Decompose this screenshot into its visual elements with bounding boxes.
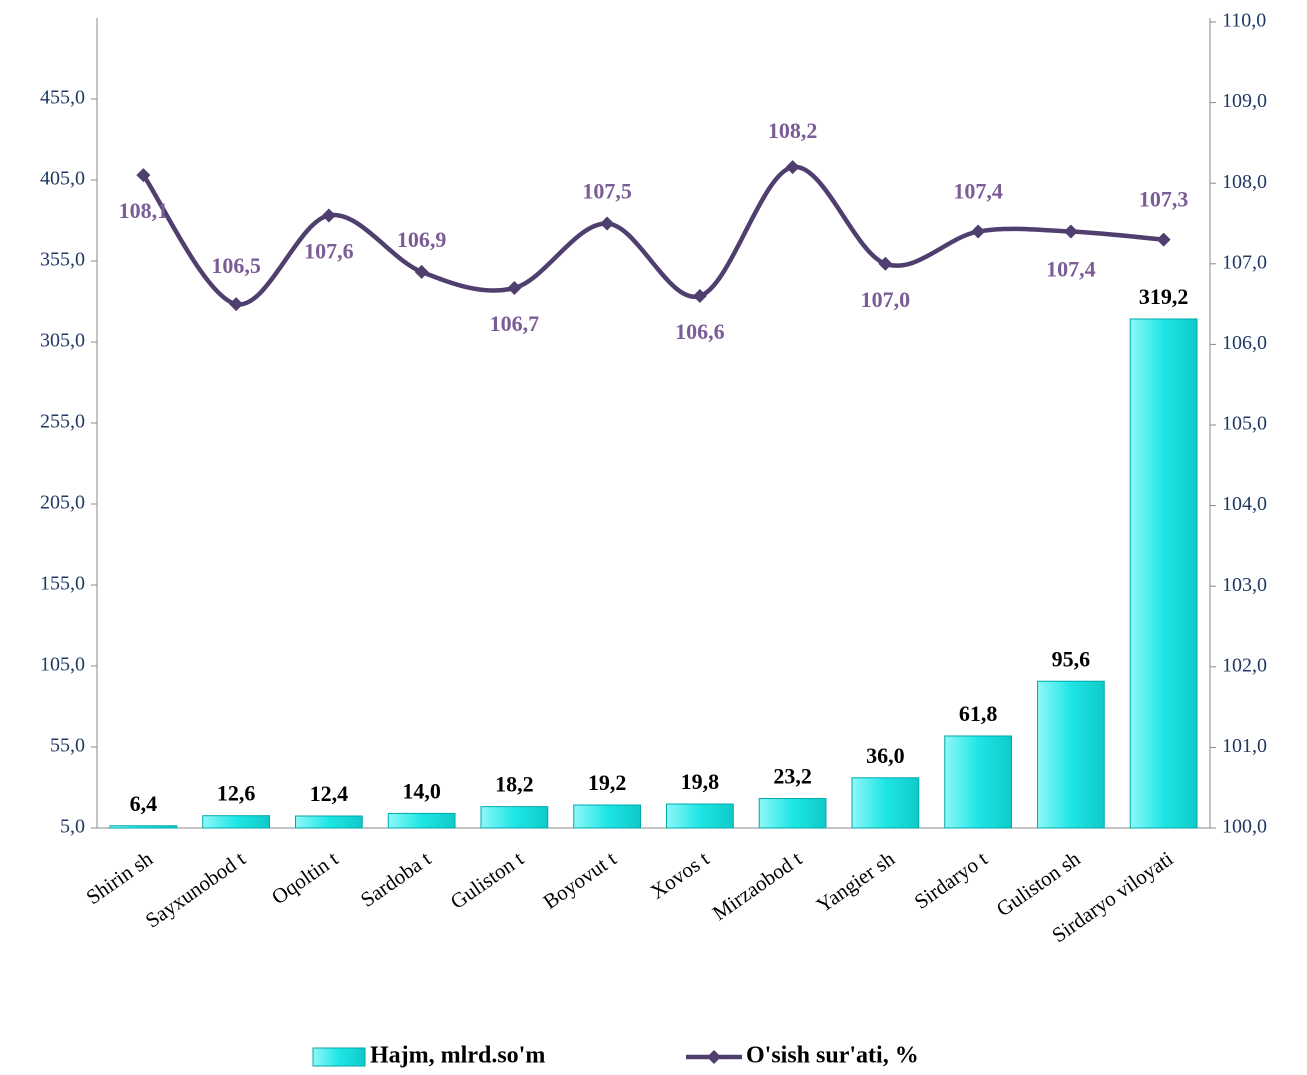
x-tick-label: Sayxunobod t: [141, 846, 250, 932]
bar: [758, 798, 827, 829]
line-marker: [1156, 232, 1171, 247]
bar-value-label: 12,6: [217, 781, 256, 806]
line-value-label: 108,1: [119, 198, 169, 223]
bar: [665, 803, 734, 829]
bar: [573, 804, 642, 829]
bar-value-label: 19,8: [681, 769, 720, 794]
line-marker: [507, 280, 522, 295]
line-marker: [136, 168, 151, 183]
x-tick-label: Xovos t: [646, 846, 714, 904]
bar: [480, 806, 549, 829]
bar-value-label: 18,2: [495, 772, 534, 797]
x-tick-label: Yangier sh: [812, 846, 899, 917]
x-tick-label: Boyovut t: [539, 846, 621, 914]
line-value-label: 106,9: [397, 227, 447, 252]
y-tick-label: 205,0: [40, 492, 85, 514]
line-value-label: 107,5: [582, 179, 632, 204]
bar-value-label: 36,0: [866, 743, 905, 768]
y2-tick-label: 104,0: [1222, 493, 1267, 515]
y-tick-label: 5,0: [60, 816, 85, 838]
bar-value-label: 14,0: [402, 778, 441, 803]
legend-label: Hajm, mlrd.so'm: [370, 1043, 545, 1069]
line-marker: [414, 264, 429, 279]
bar: [202, 815, 271, 829]
bar-value-label: 23,2: [773, 764, 812, 789]
line-value-label: 108,2: [768, 118, 818, 143]
bar: [109, 825, 178, 829]
y2-tick-label: 108,0: [1222, 171, 1267, 193]
line-value-label: 107,4: [953, 179, 1003, 204]
bar-value-label: 12,4: [310, 781, 349, 806]
y-tick-label: 305,0: [40, 330, 85, 352]
legend-label: O'sish sur'ati, %: [746, 1043, 919, 1069]
bar-value-label: 95,6: [1052, 646, 1091, 671]
line-value-label: 107,4: [1046, 257, 1096, 282]
y2-tick-label: 106,0: [1222, 332, 1267, 354]
y2-tick-label: 110,0: [1222, 10, 1266, 32]
legend-swatch: [312, 1047, 366, 1067]
line-value-label: 106,5: [211, 253, 261, 278]
x-tick-label: Mirzaobod t: [708, 846, 806, 925]
line-marker: [878, 256, 893, 271]
bar: [387, 812, 456, 829]
bar-value-label: 6,4: [130, 791, 158, 816]
y-tick-label: 255,0: [40, 411, 85, 433]
bar-value-label: 61,8: [959, 701, 998, 726]
y-tick-label: 355,0: [40, 249, 85, 271]
bar: [944, 735, 1013, 829]
bar: [294, 815, 363, 829]
x-tick-label: Sirdaryo t: [910, 846, 992, 914]
bar-value-label: 19,2: [588, 770, 627, 795]
line-marker: [971, 224, 986, 239]
line-value-label: 106,7: [490, 311, 540, 336]
line-marker: [600, 216, 615, 231]
line-marker: [229, 297, 244, 312]
y2-tick-label: 103,0: [1222, 574, 1267, 596]
line-value-label: 106,6: [675, 319, 725, 344]
y2-tick-label: 105,0: [1222, 413, 1267, 435]
line-marker: [321, 208, 336, 223]
bar: [1129, 318, 1198, 829]
bar-value-label: 319,2: [1139, 284, 1189, 309]
bar: [1036, 680, 1105, 829]
line-value-label: 107,3: [1139, 187, 1189, 212]
y2-tick-label: 107,0: [1222, 251, 1267, 273]
line-marker: [1063, 224, 1078, 239]
bar: [851, 777, 920, 829]
y2-tick-label: 109,0: [1222, 90, 1267, 112]
y2-tick-label: 102,0: [1222, 654, 1267, 676]
line-value-label: 107,0: [861, 287, 911, 312]
x-tick-label: Shirin sh: [82, 846, 158, 909]
y2-tick-label: 100,0: [1222, 816, 1267, 838]
line-marker: [785, 160, 800, 175]
y-tick-label: 155,0: [40, 573, 85, 595]
y-tick-label: 455,0: [40, 87, 85, 109]
y-tick-label: 55,0: [50, 735, 85, 757]
line-marker: [692, 289, 707, 304]
line: [141, 164, 1164, 307]
y2-tick-label: 101,0: [1222, 735, 1267, 757]
x-tick-label: Oqoltin t: [267, 846, 343, 909]
legend-swatch: [707, 1050, 721, 1064]
x-tick-label: Guliston t: [446, 846, 528, 914]
y-tick-label: 405,0: [40, 168, 85, 190]
line-value-label: 107,6: [304, 238, 354, 263]
x-tick-label: Sardoba t: [356, 846, 435, 912]
y-tick-label: 105,0: [40, 654, 85, 676]
